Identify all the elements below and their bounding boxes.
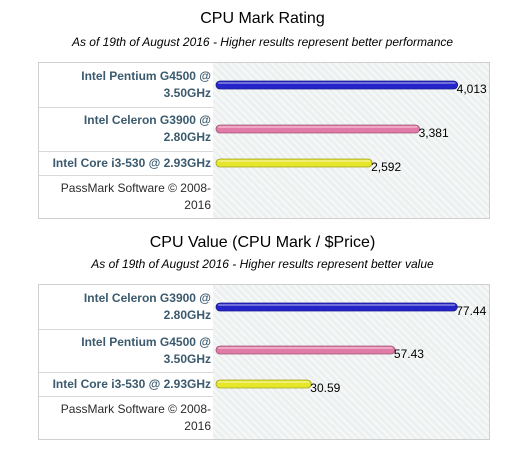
data-label: 3,381	[419, 126, 449, 140]
bar-3	[215, 158, 373, 168]
footer-credit: PassMark Software © 2008-2016	[60, 401, 211, 433]
category-label: Intel Celeron G3900 @ 2.80GHz	[83, 291, 211, 322]
category-label: Intel Core i3-530 @ 2.93GHz	[52, 376, 211, 391]
row-divider	[39, 372, 213, 373]
row-divider	[39, 175, 213, 176]
plot-area: 77.44 57.43 30.59	[213, 285, 489, 439]
data-label: 77.44	[456, 304, 486, 318]
bar-1	[215, 80, 459, 90]
chart-title: CPU Value (CPU Mark / $Price)	[149, 234, 376, 251]
bar-highlight	[218, 347, 393, 349]
data-label: 30.59	[310, 381, 340, 395]
bar-1	[215, 302, 458, 312]
data-label: 57.43	[394, 347, 424, 361]
bar-highlight	[218, 381, 310, 383]
category-labels: Intel Pentium G4500 @ 3.50GHz Intel Cele…	[39, 63, 213, 218]
chart-cpu-mark-rating: CPU Mark Rating As of 19th of August 201…	[0, 0, 525, 220]
footer-credit: PassMark Software © 2008-2016	[60, 180, 211, 212]
chart-title: CPU Mark Rating	[200, 10, 325, 27]
category-label: Intel Pentium G4500 @ 3.50GHz	[81, 334, 211, 366]
row-divider	[39, 329, 213, 330]
chart-cpu-value: CPU Value (CPU Mark / $Price) As of 19th…	[0, 225, 525, 449]
category-labels: Intel Celeron G3900 @ 2.80GHz Intel Pent…	[39, 285, 213, 439]
row-divider	[39, 396, 213, 397]
chart-subtitle: As of 19th of August 2016 - Higher resul…	[71, 35, 454, 49]
bar-highlight	[218, 160, 371, 162]
category-label: Intel Pentium G4500 @ 3.50GHz	[81, 69, 211, 100]
bar-2	[215, 124, 421, 134]
chart-frame: Intel Celeron G3900 @ 2.80GHz Intel Pent…	[38, 284, 490, 440]
data-label: 2,592	[371, 160, 401, 174]
plot-area: 4,013 3,381 2,592	[213, 63, 489, 218]
bar-highlight	[218, 82, 456, 84]
bar-2	[215, 345, 396, 355]
data-label: 4,013	[457, 82, 487, 96]
row-divider	[39, 107, 213, 108]
category-label: Intel Core i3-530 @ 2.93GHz	[52, 155, 211, 170]
category-label: Intel Celeron G3900 @ 2.80GHz	[83, 113, 211, 144]
bar-plot: 77.44 57.43 30.59	[215, 302, 487, 395]
chart-frame: Intel Pentium G4500 @ 3.50GHz Intel Cele…	[38, 62, 490, 219]
bar-highlight	[218, 304, 456, 306]
bar-plot: 4,013 3,381 2,592	[215, 80, 487, 174]
row-divider	[39, 151, 213, 152]
chart-subtitle: As of 19th of August 2016 - Higher resul…	[91, 257, 434, 271]
bar-3	[215, 379, 312, 389]
bar-highlight	[218, 126, 418, 128]
